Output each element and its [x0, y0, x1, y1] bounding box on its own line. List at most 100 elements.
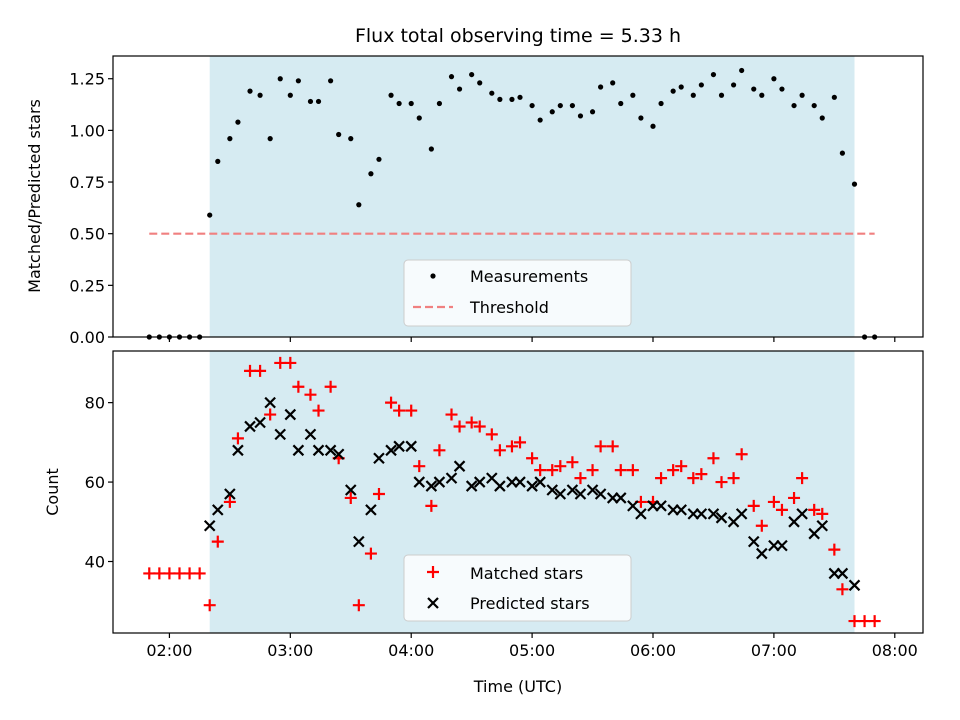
- predicted-star-point: [554, 488, 567, 500]
- matched-star-point: [453, 420, 466, 433]
- measurement-point: [287, 92, 293, 98]
- matched-star-point: [304, 388, 317, 401]
- y-tick-label: 1.00: [69, 121, 105, 140]
- measurement-point: [315, 98, 322, 105]
- predicted-star-point: [473, 476, 486, 488]
- predicted-star-point: [373, 452, 385, 465]
- predicted-stars-legend-marker: [427, 597, 439, 609]
- measurement-point: [489, 90, 495, 96]
- measurement-point: [529, 102, 535, 109]
- measurement-point: [577, 113, 584, 119]
- measurement-point: [448, 74, 455, 80]
- matched-star-point: [223, 495, 236, 508]
- matched-star-point: [626, 464, 639, 477]
- matched-star-point: [715, 476, 728, 489]
- predicted-star-point: [526, 480, 538, 492]
- x-tick-label: 08:00: [872, 641, 918, 660]
- matched-star-point: [655, 472, 668, 485]
- predicted-star-point: [385, 444, 397, 457]
- predicted-star-point: [494, 480, 506, 492]
- ratio-legend: Measurements Threshold: [403, 259, 632, 327]
- predicted-star-point: [756, 547, 768, 560]
- measurement-point: [791, 102, 797, 109]
- matched-star-point: [796, 472, 809, 485]
- matched-star-point: [183, 567, 196, 580]
- measurement-point: [831, 94, 837, 100]
- measurement-point: [235, 119, 241, 125]
- matched-star-point: [534, 464, 547, 477]
- matched-star-point: [372, 487, 385, 500]
- predicted-star-point: [264, 396, 276, 409]
- matched-star-point: [485, 428, 498, 441]
- ratio-axes: 0.00 0.25 0.50 0.75 1.00 1.25: [69, 55, 924, 347]
- y-tick-label: 80: [85, 394, 105, 413]
- predicted-star-point: [566, 484, 579, 496]
- matched-star-point: [755, 519, 768, 532]
- matched-star-point: [767, 495, 780, 508]
- matched-star-point: [312, 404, 325, 417]
- predicted-star-point: [465, 480, 478, 492]
- predicted-star-point: [274, 428, 287, 441]
- y-tick-label: 0.75: [69, 173, 105, 192]
- matched-star-point: [274, 356, 287, 369]
- measurement-point: [388, 92, 394, 98]
- matched-star-point: [735, 448, 748, 461]
- predicted-star-point: [224, 488, 236, 500]
- axes-frame: [112, 55, 924, 338]
- matched-stars-legend-marker: [427, 566, 439, 578]
- predicted-star-point: [203, 519, 216, 532]
- measurement-point: [307, 98, 314, 105]
- predicted-star-point: [453, 460, 466, 472]
- matched-star-point: [667, 464, 680, 477]
- matched-star-point: [413, 460, 426, 473]
- count-panel: 40 60 80 02:00 03:00 04:00 05:00 06:00 07:00 08:0…: [43, 350, 924, 696]
- measurement-point: [569, 102, 576, 109]
- predicted-star-point: [614, 492, 627, 504]
- predicted-star-point: [324, 444, 337, 457]
- matched-star-point: [546, 464, 559, 477]
- ylabel-ratio: Matched/Predicted stars: [25, 99, 44, 293]
- matched-star-point: [594, 440, 607, 453]
- matched-star-point: [405, 404, 418, 417]
- predicted-star-point: [344, 484, 357, 496]
- measurement-point: [730, 82, 737, 88]
- axes-frame: [112, 350, 924, 634]
- measurement-point: [469, 71, 475, 78]
- legend-label-predicted: Predicted stars: [470, 594, 590, 613]
- measurement-point: [670, 88, 676, 94]
- matched-star-point: [231, 432, 244, 445]
- matched-star-point: [352, 599, 365, 612]
- matched-star-point: [828, 543, 841, 556]
- measurement-point: [215, 158, 221, 164]
- predicted-star-point: [425, 480, 438, 492]
- matched-star-point: [775, 503, 788, 516]
- y-tick-label: 0.50: [69, 225, 105, 244]
- predicted-star-point: [715, 512, 728, 524]
- matched-star-point: [868, 615, 881, 628]
- matched-star-point: [808, 503, 821, 516]
- measurement-point: [610, 80, 616, 86]
- measurement-point: [348, 136, 354, 142]
- y-tick-label: 1.25: [69, 70, 105, 89]
- matched-star-point: [687, 472, 700, 485]
- measurement-point: [779, 86, 785, 92]
- measurement-point: [328, 78, 334, 84]
- measurement-point: [771, 76, 777, 82]
- predicted-star-point: [433, 476, 446, 488]
- matched-star-point: [344, 491, 357, 504]
- measurement-point: [851, 181, 858, 187]
- x-tick-label: 02:00: [146, 641, 192, 660]
- measurement-point: [509, 96, 515, 102]
- predicted-star-point: [254, 416, 266, 429]
- predicted-star-point: [445, 472, 458, 484]
- measurement-point: [336, 131, 342, 138]
- matched-star-point: [244, 364, 257, 377]
- measurement-point: [698, 82, 704, 88]
- predicted-star-point: [816, 519, 829, 532]
- matched-star-point: [858, 615, 871, 628]
- matched-star-point: [264, 408, 277, 421]
- legend-label-matched: Matched stars: [470, 564, 583, 583]
- measurements-legend-marker: [430, 273, 436, 279]
- measurement-point: [819, 115, 825, 121]
- measurement-point: [247, 88, 253, 94]
